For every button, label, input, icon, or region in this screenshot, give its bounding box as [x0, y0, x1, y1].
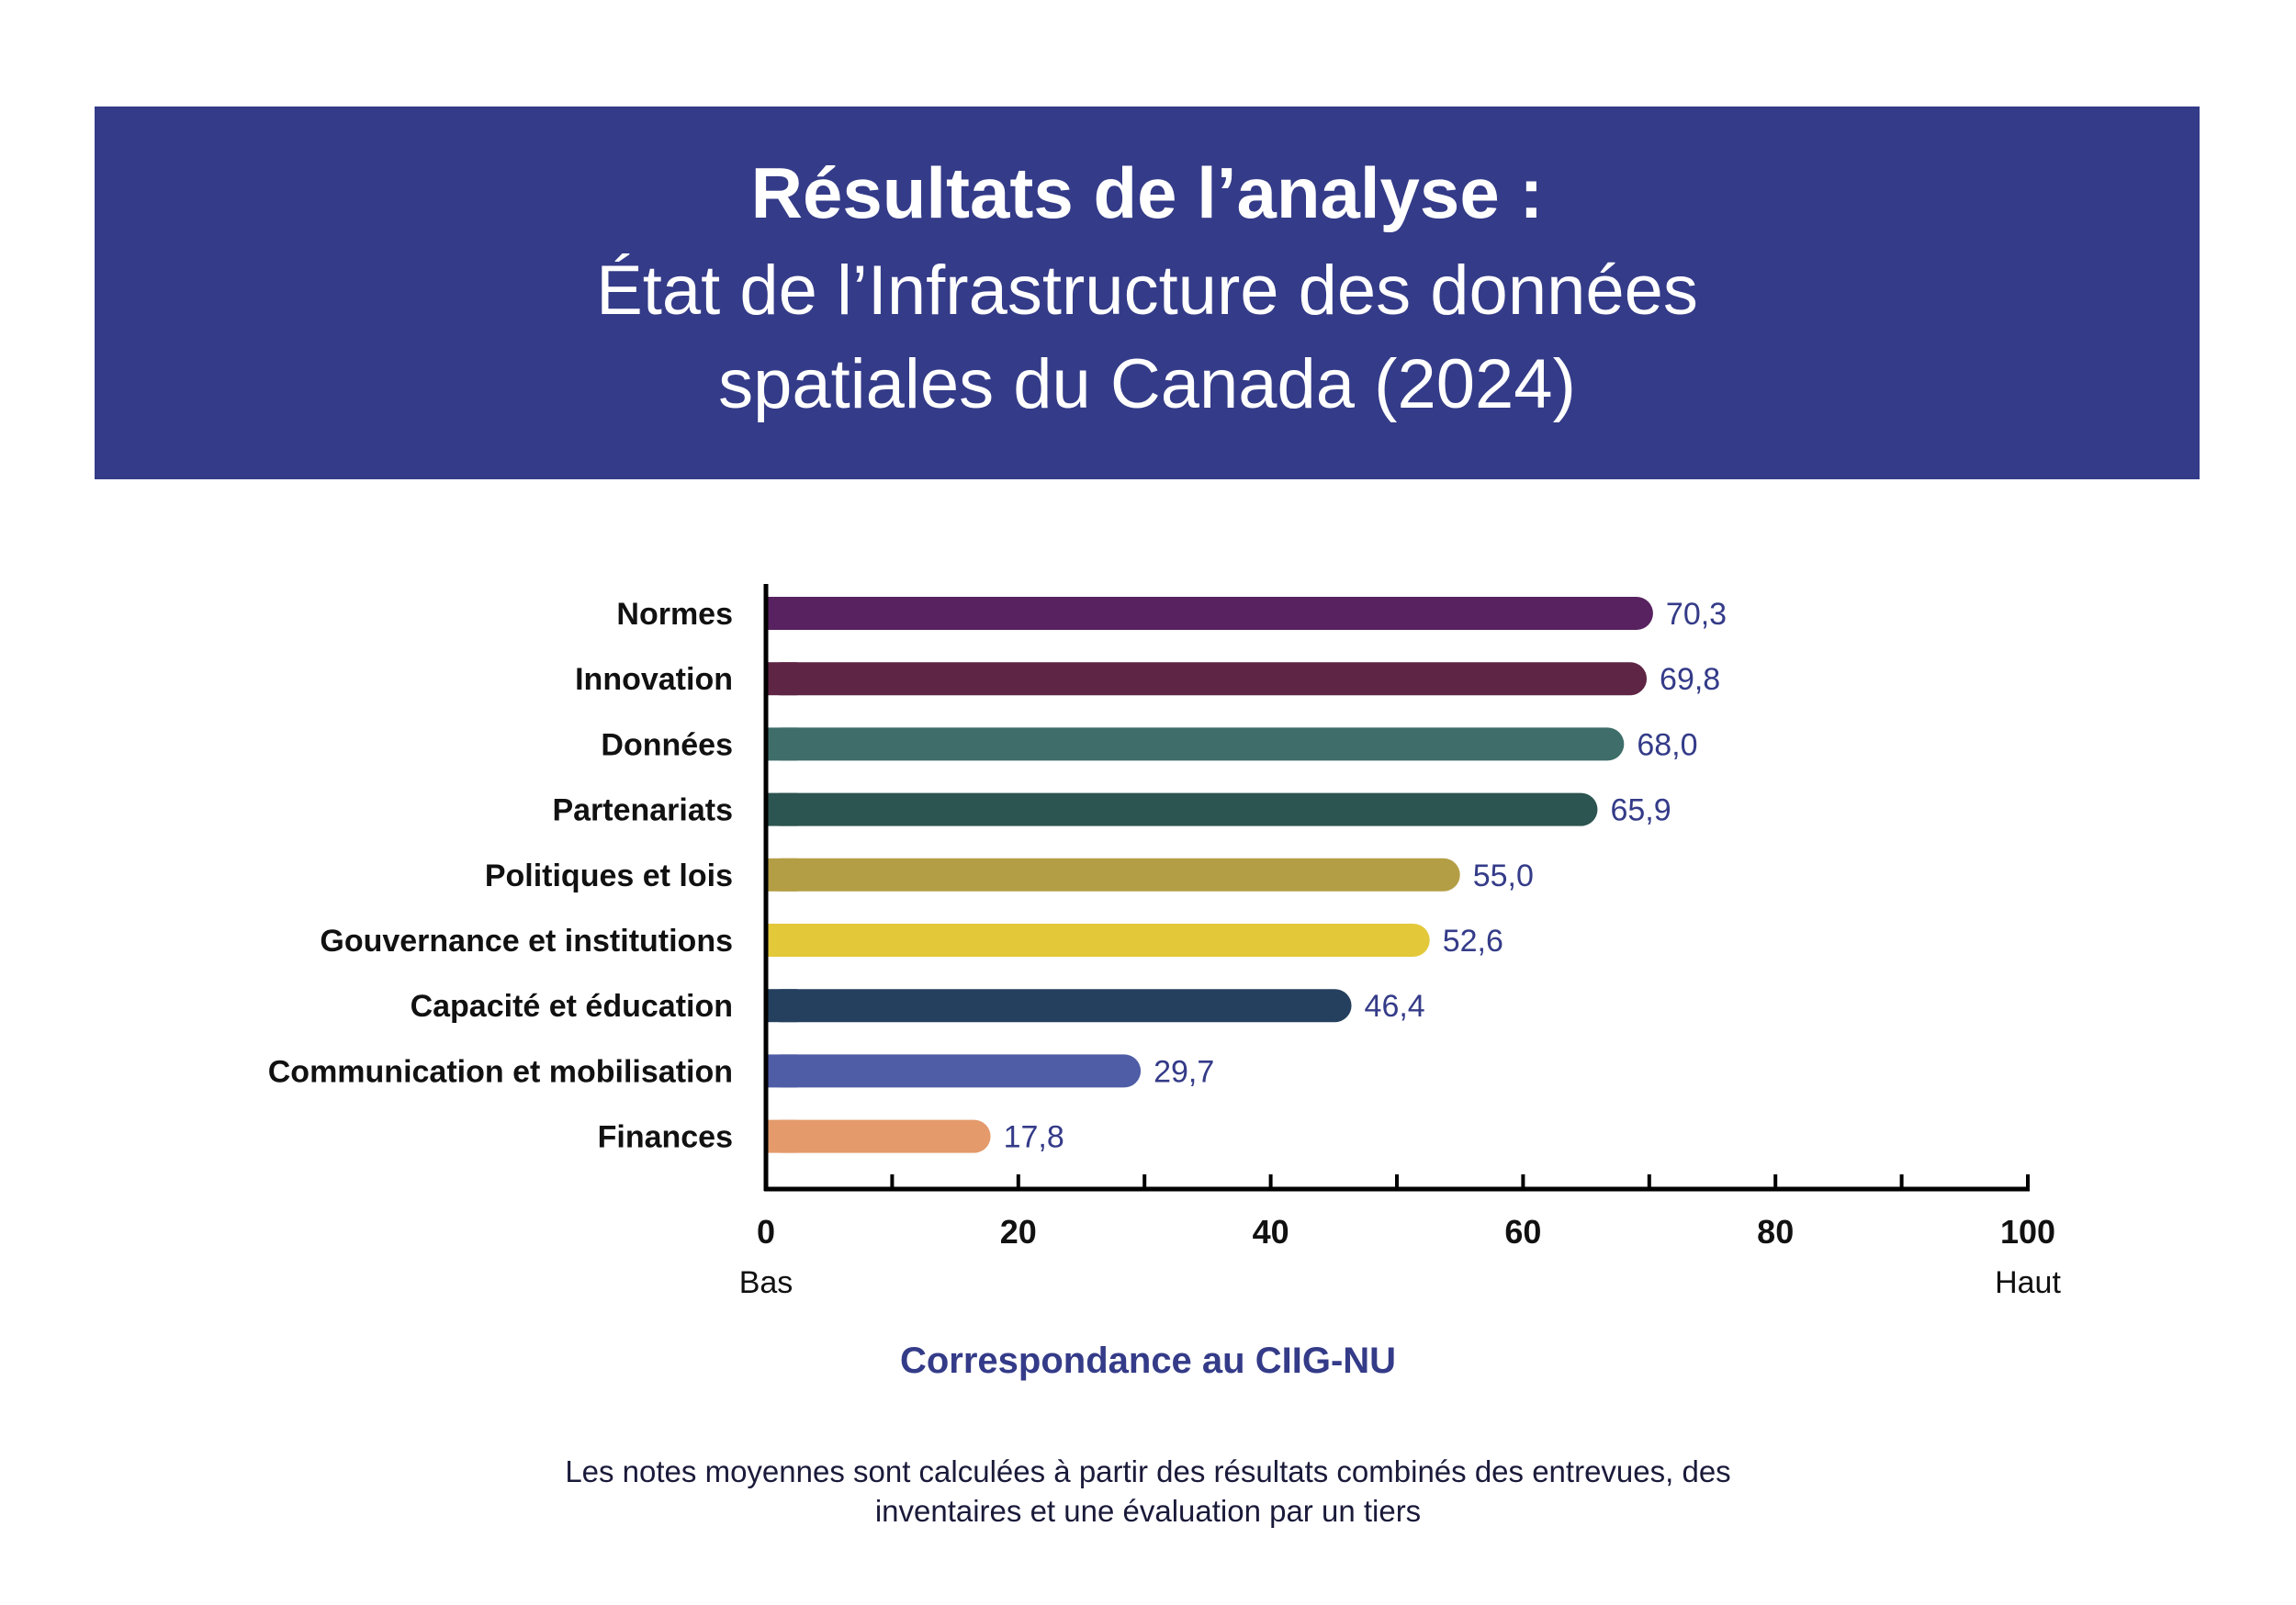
- data-label: 69,8: [1660, 662, 1720, 697]
- x-axis-high-label: Haut: [1995, 1265, 2061, 1300]
- data-label: 70,3: [1666, 597, 1727, 632]
- x-axis-title: Correspondance au CIIG-NU: [899, 1341, 1397, 1381]
- data-label: 46,4: [1365, 989, 1425, 1024]
- category-label: Partenariats: [552, 793, 733, 828]
- x-axis-low-label: Bas: [739, 1265, 793, 1300]
- x-tick-label: 60: [1504, 1213, 1541, 1251]
- title-banner: Résultats de l’analyse : État de l’Infra…: [95, 107, 2200, 479]
- category-label: Normes: [616, 597, 733, 632]
- bar-base: [764, 924, 797, 957]
- bar-base: [764, 989, 797, 1023]
- bar: [764, 1119, 991, 1153]
- chart-subtitle-line1: État de l’Infrastructure des données: [596, 252, 1698, 330]
- bar: [764, 924, 1430, 957]
- x-tick-label: 80: [1757, 1213, 1794, 1251]
- bar: [764, 727, 1625, 761]
- bar: [764, 989, 1352, 1023]
- data-label: 55,0: [1473, 859, 1534, 893]
- x-tick-label: 0: [757, 1213, 775, 1251]
- bar-base: [764, 858, 797, 892]
- data-label: 17,8: [1004, 1120, 1064, 1155]
- category-label: Politiques et lois: [485, 859, 733, 893]
- bar: [764, 662, 1648, 696]
- bar-base: [764, 1119, 797, 1153]
- category-label: Finances: [598, 1120, 733, 1155]
- x-tick-label: 100: [2000, 1213, 2055, 1251]
- bar-base: [764, 792, 797, 826]
- bar-chart: Normes 70,3 Innovation 69,8 Données 68,0 Parte…: [268, 584, 2061, 1300]
- bar: [764, 597, 1653, 630]
- chart-subtitle-line2: spatiales du Canada (2024): [718, 344, 1576, 423]
- x-tick-label: 40: [1253, 1213, 1289, 1251]
- footnote-line2: inventaires et une évaluation par un tie…: [874, 1493, 1422, 1528]
- bar-base: [764, 662, 797, 696]
- bar-base: [764, 1054, 797, 1088]
- chart-subtitle: État de l’Infrastructure des données spa…: [95, 244, 2200, 432]
- category-label: Gouvernance et institutions: [320, 924, 733, 959]
- data-label: 65,9: [1610, 793, 1671, 828]
- bar-base: [764, 727, 797, 761]
- category-label: Capacité et éducation: [411, 989, 733, 1024]
- chart-title: Résultats de l’analyse :: [750, 152, 1544, 233]
- category-label: Innovation: [575, 662, 733, 697]
- data-label: 68,0: [1637, 727, 1697, 762]
- data-label: 52,6: [1443, 924, 1503, 959]
- x-tick-label: 20: [1000, 1213, 1037, 1251]
- bar: [764, 1054, 1142, 1088]
- data-label: 29,7: [1154, 1054, 1214, 1089]
- footnote-line1: Les notes moyennes sont calculées à part…: [565, 1454, 1731, 1488]
- category-label: Communication et mobilisation: [268, 1054, 733, 1089]
- footnote: Les notes moyennes sont calculées à part…: [0, 1453, 2296, 1532]
- bar: [764, 792, 1598, 826]
- bar: [764, 858, 1460, 892]
- category-label: Données: [601, 727, 733, 762]
- bar-base: [764, 597, 797, 630]
